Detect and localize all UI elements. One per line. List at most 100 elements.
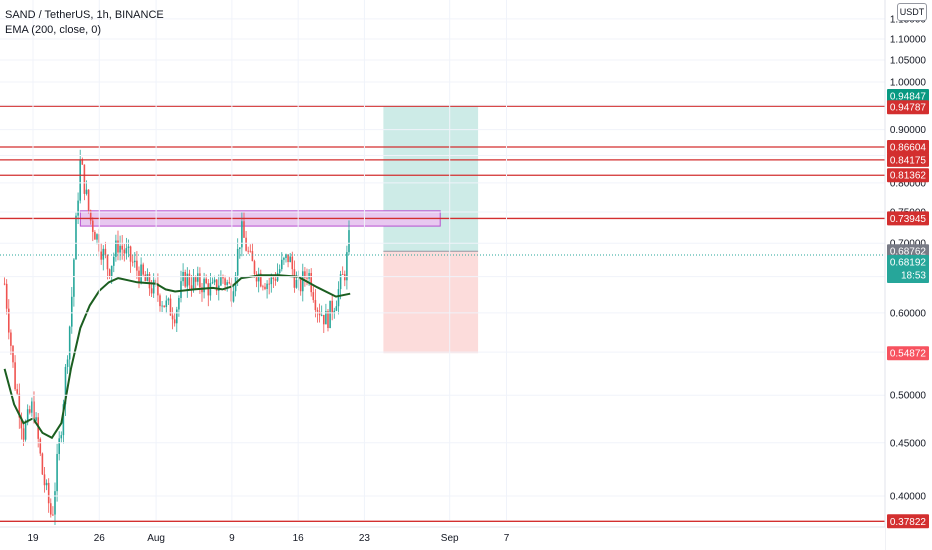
candle-body xyxy=(96,234,98,240)
candle-body xyxy=(205,278,207,284)
candle-body xyxy=(226,282,228,285)
candle-body xyxy=(203,278,205,293)
candle-body xyxy=(295,279,298,288)
candle-body xyxy=(262,286,264,288)
price-tick-label: 0.60000 xyxy=(890,308,927,319)
candle-body xyxy=(339,274,342,290)
candle-body xyxy=(245,237,247,251)
time-tick-label: Aug xyxy=(147,533,165,544)
candle-body xyxy=(26,409,29,423)
candle-body xyxy=(209,283,212,296)
price-label-badge-entry xyxy=(887,244,929,259)
price-label-badge-last xyxy=(887,255,929,284)
candle-body xyxy=(285,254,287,258)
candle-body xyxy=(304,271,306,278)
candle-body xyxy=(123,249,126,254)
time-tick-label: 23 xyxy=(359,533,371,544)
candle-body xyxy=(312,292,315,301)
candle-body xyxy=(293,269,296,288)
candle-body xyxy=(41,453,44,475)
candle-body xyxy=(144,274,147,282)
chart-legend: SAND / TetherUS, 1h, BINANCE EMA (200, c… xyxy=(5,8,164,38)
price-label-badge-level xyxy=(887,140,929,155)
candle-body xyxy=(346,252,348,281)
candle-body xyxy=(39,438,42,454)
candle-body xyxy=(133,260,136,263)
candle-body xyxy=(33,401,35,421)
candle-body xyxy=(178,297,180,310)
candle-body xyxy=(243,221,245,238)
candle-body xyxy=(270,277,273,285)
candle-body xyxy=(196,273,199,282)
candle-body xyxy=(180,281,182,298)
candle-body xyxy=(54,491,56,515)
price-label-text: 0.81362 xyxy=(890,171,927,182)
currency-button[interactable]: USDT xyxy=(897,3,927,21)
candle-body xyxy=(89,210,92,221)
candle-body xyxy=(100,251,102,260)
candle-body xyxy=(341,274,344,275)
candle-body xyxy=(150,288,153,294)
price-tick-label: 1.10000 xyxy=(890,35,927,46)
price-tick-label: 0.45000 xyxy=(890,438,927,449)
candle-body xyxy=(220,276,222,286)
candle-body xyxy=(148,273,151,289)
candle-body xyxy=(167,298,170,301)
price-label-badge-level xyxy=(887,211,929,226)
candle-body xyxy=(73,259,75,297)
candle-body xyxy=(291,256,294,270)
candle-body xyxy=(222,276,224,279)
time-tick-label: Sep xyxy=(441,533,459,544)
candle-body xyxy=(257,273,260,282)
candle-body xyxy=(318,311,321,316)
candle-body xyxy=(22,428,25,440)
candle-body xyxy=(264,286,266,289)
candle-body xyxy=(75,215,77,260)
price-label-text: 0.94847 xyxy=(890,91,927,102)
candle-body xyxy=(104,248,107,256)
candle-body xyxy=(121,245,123,250)
candle-body xyxy=(157,283,159,296)
candle-body xyxy=(20,417,23,429)
candle-body xyxy=(175,309,178,324)
candle-body xyxy=(333,310,336,314)
price-label-text: 0.37822 xyxy=(890,517,927,528)
candle-body xyxy=(268,283,270,285)
candle-body xyxy=(10,332,12,346)
price-tick-label: 1.00000 xyxy=(890,78,927,89)
candle-body xyxy=(228,282,231,284)
candle-body xyxy=(238,247,241,249)
candle-body xyxy=(199,273,201,288)
candle-body xyxy=(142,264,144,275)
candle-body xyxy=(94,231,96,240)
candle-body xyxy=(146,273,149,282)
candle-body xyxy=(224,278,226,285)
candle-body xyxy=(28,409,31,413)
candle-body xyxy=(106,255,109,270)
price-label-text: 0.54872 xyxy=(890,349,927,360)
candle-body xyxy=(31,401,33,413)
candle-body xyxy=(62,404,65,436)
candle-body xyxy=(327,311,329,329)
candle-body xyxy=(87,189,90,211)
price-label-badge-level xyxy=(887,152,929,167)
price-tick-label: 0.90000 xyxy=(890,125,927,136)
candle-body xyxy=(14,362,16,390)
price-label-text: 0.84175 xyxy=(890,155,927,166)
candle-body xyxy=(329,300,331,329)
symbol-title: SAND / TetherUS, 1h, BINANCE xyxy=(5,9,164,21)
candle-body xyxy=(186,273,189,287)
candle-body xyxy=(70,296,73,327)
candle-body xyxy=(127,246,130,249)
candle-body xyxy=(325,311,327,325)
candle-body xyxy=(81,159,84,165)
candle-body xyxy=(24,422,27,440)
price-label-text: 0.68762 xyxy=(890,247,927,258)
price-label-badge-level xyxy=(887,168,929,183)
price-tick-label: 1.05000 xyxy=(890,56,927,67)
candle-body xyxy=(266,283,268,289)
candle-body xyxy=(289,256,291,263)
candle-body xyxy=(161,305,163,307)
candle-body xyxy=(68,326,71,360)
